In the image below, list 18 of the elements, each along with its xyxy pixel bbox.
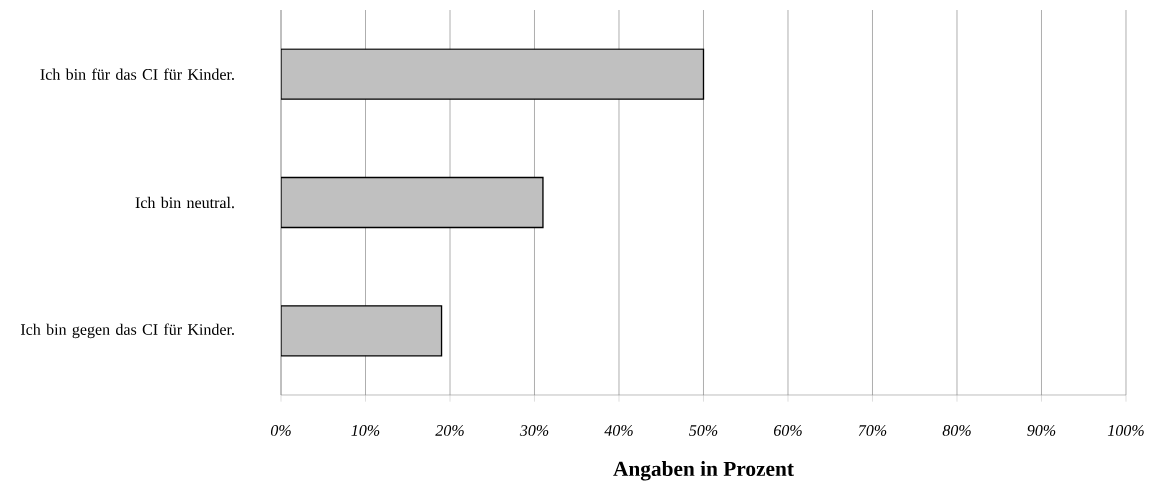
x-tick-label: 20% bbox=[435, 425, 464, 436]
bar bbox=[281, 176, 544, 229]
bar bbox=[281, 48, 705, 100]
x-tick-label: 70% bbox=[858, 425, 887, 436]
x-tick-label: 0% bbox=[270, 425, 291, 436]
y-tick-label: Ich bin neutral. bbox=[135, 196, 234, 209]
y-tick-label: Ich bin gegen das CI für Kinder. bbox=[20, 323, 234, 339]
x-tick-label: 100% bbox=[1107, 425, 1144, 436]
x-tick-label: 60% bbox=[773, 425, 802, 436]
x-tick-label: 10% bbox=[351, 425, 380, 436]
x-tick-label: 80% bbox=[942, 425, 971, 436]
x-tick-label: 50% bbox=[689, 425, 718, 436]
x-tick-label: 90% bbox=[1027, 425, 1056, 436]
y-tick-label: Ich bin für das CI für Kinder. bbox=[40, 68, 234, 80]
x-tick-label: 30% bbox=[519, 425, 549, 436]
x-tick-label: 40% bbox=[604, 425, 633, 436]
bar bbox=[281, 305, 443, 357]
x-axis-title: Angaben in Prozent bbox=[613, 461, 794, 481]
